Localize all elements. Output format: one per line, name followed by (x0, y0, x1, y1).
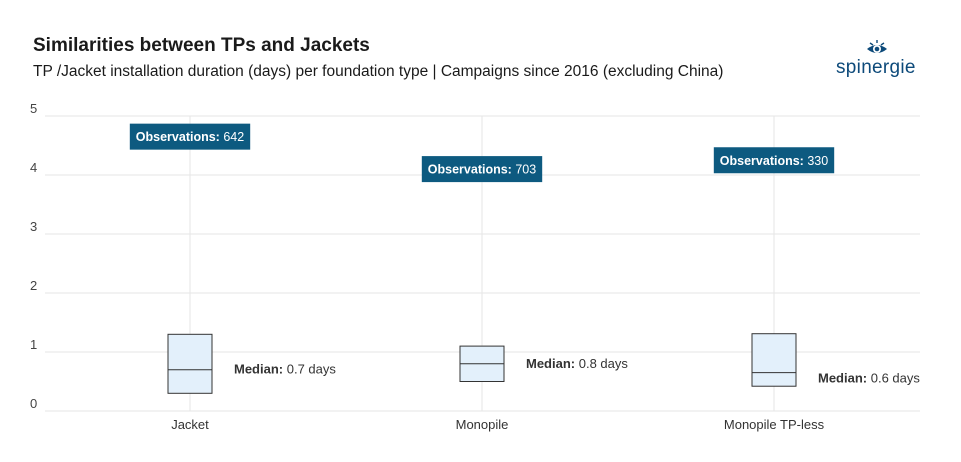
median-label-1: Median: 0.7 days (234, 362, 336, 377)
observations-text-2: Observations: 703 (428, 163, 536, 177)
box-3 (751, 333, 797, 387)
chart-subtitle: TP /Jacket installation duration (days) … (33, 63, 724, 80)
y-tick-label: 4 (30, 160, 37, 175)
x-tick-label: Jacket (171, 417, 209, 432)
x-tick-label: Monopile TP-less (724, 417, 825, 432)
observations-badge-1 (129, 123, 251, 150)
observations-badge-3 (713, 147, 835, 174)
spinergie-logo: spinergie (836, 40, 928, 84)
y-tick-label: 0 (30, 396, 37, 411)
median-label-3: Median: 0.6 days (818, 371, 920, 386)
median-label-2: Median: 0.8 days (526, 356, 628, 371)
y-tick-label: 2 (30, 278, 37, 293)
box-1 (167, 333, 213, 394)
logo-text: spinergie (836, 57, 916, 78)
y-tick-label: 3 (30, 219, 37, 234)
y-tick-label: 1 (30, 337, 37, 352)
observations-badge-2 (421, 156, 543, 183)
y-tick-label: 5 (30, 101, 37, 116)
eye-icon (867, 40, 887, 53)
observations-text-1: Observations: 642 (136, 130, 244, 144)
x-tick-label: Monopile (456, 417, 509, 432)
chart-title: Similarities between TPs and Jackets (33, 35, 370, 56)
observations-text-3: Observations: 330 (720, 154, 828, 168)
